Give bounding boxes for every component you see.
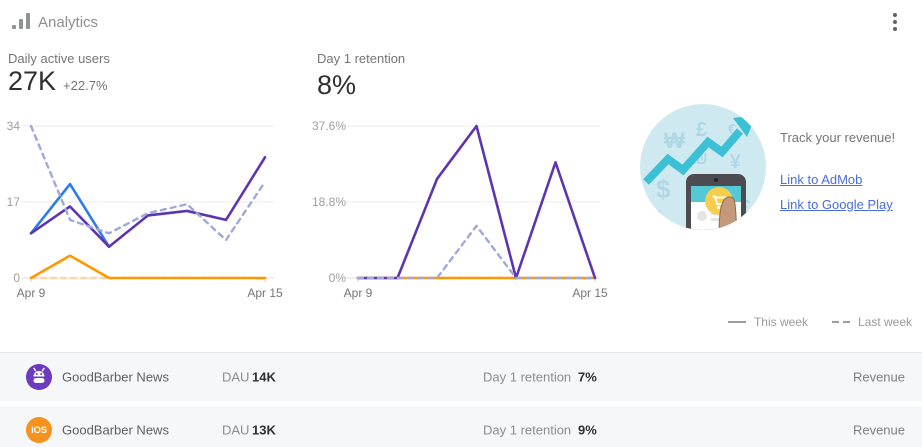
retention-xlabel-start: Apr 9 <box>343 286 373 300</box>
revenue-illustration: ₩ £ € ¥ ₪ $ € £ <box>640 104 766 230</box>
series-last-week-purple <box>29 124 267 242</box>
dau-cell-value: 14K <box>252 369 276 385</box>
table-top-divider <box>0 352 922 353</box>
app-name: GoodBarber News <box>62 369 169 385</box>
dashed-line-swatch <box>831 321 850 323</box>
dau-ytick-0: 0 <box>13 271 20 285</box>
legend-last-week: Last week <box>831 315 912 329</box>
svg-text:€: € <box>650 207 661 229</box>
retention-ytick-376: 37.6% <box>311 119 346 133</box>
series-this-week-orange <box>29 254 267 280</box>
retention-chart-title: Day 1 retention <box>317 51 406 66</box>
retention-cell-value: 9% <box>578 422 597 438</box>
promo-heading: Track your revenue! <box>780 130 896 145</box>
table-row-ios-app[interactable]: iOS GoodBarber News DAU 13K Day 1 retent… <box>0 406 922 447</box>
ios-app-icon: iOS <box>26 417 52 443</box>
svg-text:£: £ <box>696 119 707 141</box>
google-play-link[interactable]: Link to Google Play <box>780 197 893 212</box>
solid-line-swatch <box>727 321 746 323</box>
dau-label: DAU <box>222 369 250 385</box>
table-row-android-app[interactable]: GoodBarber News DAU 14K Day 1 retention … <box>0 353 922 401</box>
retention-cell-value: 7% <box>578 369 597 385</box>
admob-link[interactable]: Link to AdMob <box>780 172 863 187</box>
more-options-kebab-icon[interactable] <box>886 11 904 33</box>
dau-label: DAU <box>222 422 250 438</box>
dau-xlabel-end: Apr 15 <box>247 286 283 300</box>
revenue-label: Revenue <box>852 422 905 438</box>
analytics-bar-chart-icon <box>12 13 30 29</box>
legend-this-week-label: This week <box>753 315 808 329</box>
chart-legend: This week Last week <box>700 315 912 329</box>
series-this-week-purple <box>29 155 267 249</box>
dau-value: 27K <box>8 66 57 96</box>
svg-text:€: € <box>728 121 737 138</box>
legend-last-week-label: Last week <box>857 315 912 329</box>
dau-ytick-34: 34 <box>6 119 20 133</box>
retention-ytick-188: 18.8% <box>311 195 346 209</box>
retention-label: Day 1 retention <box>483 369 572 385</box>
dau-delta: +22.7% <box>63 78 108 93</box>
dau-ytick-17: 17 <box>6 195 20 209</box>
android-app-icon <box>26 364 52 390</box>
dau-chart-title: Daily active users <box>8 51 110 66</box>
retention-label: Day 1 retention <box>483 422 572 438</box>
revenue-label: Revenue <box>852 369 905 385</box>
svg-text:¥: ¥ <box>730 152 741 173</box>
app-name: GoodBarber News <box>62 422 169 438</box>
retention-line-chart <box>346 124 600 282</box>
retention-value: 8% <box>317 70 357 100</box>
retention-xlabel-end: Apr 15 <box>572 286 608 300</box>
svg-text:₩: ₩ <box>664 128 685 153</box>
series-this-week-blue <box>29 182 111 249</box>
dau-line-chart <box>22 124 274 282</box>
growth-arrow-icon <box>643 128 744 185</box>
legend-this-week: This week <box>727 315 808 329</box>
dau-xlabel-start: Apr 9 <box>16 286 46 300</box>
svg-text:$: $ <box>656 174 671 204</box>
page-title: Analytics <box>38 14 99 31</box>
retention-big-number-row: 8% <box>317 70 356 101</box>
dau-cell-value: 13K <box>252 422 276 438</box>
dau-big-number-row: 27K +22.7% <box>8 66 108 97</box>
retention-ytick-0: 0% <box>328 271 346 285</box>
series-last-week-purple <box>356 224 597 280</box>
